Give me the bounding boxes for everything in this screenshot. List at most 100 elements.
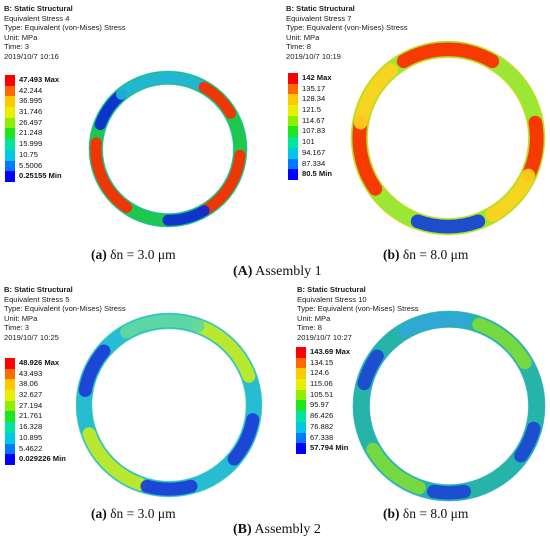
header-line: Time: 3 <box>4 323 30 333</box>
legend-label: 27.194 <box>19 400 43 410</box>
header-line: Equivalent Stress 10 <box>297 294 367 304</box>
legend-label: 10.895 <box>19 432 43 442</box>
header-line: 2019/10/7 10:19 <box>286 51 341 61</box>
header-line: Time: 3 <box>4 42 30 52</box>
header-line: Equivalent Stress 7 <box>286 13 352 23</box>
legend-label: 76.882 <box>310 421 334 431</box>
legend-swatch <box>296 347 306 358</box>
legend-label: 43.493 <box>19 368 43 378</box>
ring-zone-hot <box>366 442 426 495</box>
ring-zone-mid <box>119 314 205 339</box>
ring-zone-hot <box>472 317 532 370</box>
caption-letter: (b) <box>383 247 400 262</box>
panel-b2-header: B: Static Structural Equivalent Stress 1… <box>297 285 419 343</box>
panel-a1-stress-ring <box>88 70 248 228</box>
legend-swatch <box>5 107 15 118</box>
legend-swatch <box>296 389 306 401</box>
panel-b1-stress-ring <box>350 40 546 236</box>
caption-letter: (b) <box>383 506 400 521</box>
legend-swatch <box>296 443 306 454</box>
panel-a2-header: B: Static Structural Equivalent Stress 5… <box>4 285 126 343</box>
legend-label: 128.34 <box>302 94 326 104</box>
legend-label: 135.17 <box>302 83 326 93</box>
header-line: Unit: MPa <box>286 32 320 42</box>
legend-swatch <box>288 137 298 148</box>
ring-edge <box>367 57 529 219</box>
legend-label: 124.6 <box>310 368 330 378</box>
legend-swatch <box>296 432 306 444</box>
header-line: Equivalent Stress 4 <box>4 13 70 23</box>
ring-edge <box>88 70 248 228</box>
legend-swatch <box>288 115 298 127</box>
legend-label: 5.4622 <box>19 443 43 453</box>
legend-label: 142 Max <box>302 73 332 82</box>
ring-edge <box>369 326 529 486</box>
legend-label: 10.75 <box>19 149 39 159</box>
legend-label: 87.334 <box>302 158 326 168</box>
ring-zone-hot <box>198 81 237 119</box>
legend-label: 21.248 <box>19 128 43 138</box>
legend-label: 32.627 <box>19 390 43 400</box>
legend-swatch <box>288 158 298 170</box>
ring-zone-cold <box>227 413 260 466</box>
ring-edge <box>102 84 234 214</box>
ring-zone-cold <box>514 421 541 463</box>
legend-swatch <box>296 411 306 422</box>
header-line: Unit: MPa <box>4 313 38 323</box>
ring-edge <box>350 40 546 236</box>
legend-swatch <box>288 73 298 84</box>
legend-label: 95.97 <box>310 400 330 410</box>
caption-text: δn = 8.0 μm <box>399 247 469 262</box>
legend-swatch <box>5 432 15 444</box>
assembly-1-label: (A) Assembly 1 <box>233 264 322 280</box>
legend-label: 121.5 <box>302 105 322 115</box>
caption-text: δn = 3.0 μm <box>106 247 176 262</box>
ring-zone-cold <box>357 349 384 391</box>
ring-edge <box>75 312 263 498</box>
legend-label: 86.426 <box>310 411 334 421</box>
header-line: 2019/10/7 10:25 <box>4 332 59 342</box>
legend-swatch <box>296 357 306 369</box>
header-line: Type: Equivalent (von-Mises) Stress <box>4 23 126 33</box>
assembly-text: Assembly 2 <box>251 522 321 537</box>
legend-swatch <box>296 379 306 390</box>
legend-label: 143.69 Max <box>310 347 351 356</box>
ring-zone-cold <box>410 214 486 234</box>
legend-label: 114.67 <box>302 115 325 125</box>
legend-label: 134.15 <box>310 357 334 367</box>
ring-zone-hot <box>90 137 133 213</box>
panel-b2-caption: (b) δn = 8.0 μm <box>383 506 468 522</box>
ring-zone-mid <box>485 168 536 222</box>
ring-zone-hot <box>198 149 246 217</box>
legend-label: 115.06 <box>310 379 333 389</box>
legend-swatch <box>296 368 306 380</box>
header-line: Unit: MPa <box>4 32 38 42</box>
legend-swatch <box>288 105 298 116</box>
panel-b2-stress-ring <box>352 310 546 502</box>
legend-swatch <box>5 171 15 182</box>
legend-label: 16.328 <box>19 422 43 432</box>
legend-swatch <box>5 443 15 455</box>
legend-label: 15.999 <box>19 139 43 149</box>
legend-swatch <box>5 139 15 150</box>
legend-label: 38.06 <box>19 379 39 389</box>
caption-text: δn = 8.0 μm <box>399 506 469 521</box>
panel-b1-caption: (b) δn = 8.0 μm <box>383 247 468 263</box>
ring-edge <box>91 328 247 482</box>
legend-swatch <box>5 390 15 401</box>
legend-label: 5.5006 <box>19 160 43 170</box>
legend-swatch <box>5 75 15 86</box>
legend-swatch <box>5 96 15 108</box>
header-line: B: Static Structural <box>4 285 73 294</box>
legend-label: 67.338 <box>310 432 334 442</box>
legend-swatch <box>5 117 15 129</box>
ring-zone-hot <box>521 115 544 183</box>
header-line: 2019/10/7 10:27 <box>297 332 352 342</box>
caption-text: δn = 3.0 μm <box>106 506 176 521</box>
legend-swatch <box>288 126 298 138</box>
legend-swatch <box>5 379 15 391</box>
legend-label: 26.497 <box>19 117 43 127</box>
legend-swatch <box>288 83 298 95</box>
legend-swatch <box>5 411 15 423</box>
ring-zone-hot <box>82 427 147 491</box>
